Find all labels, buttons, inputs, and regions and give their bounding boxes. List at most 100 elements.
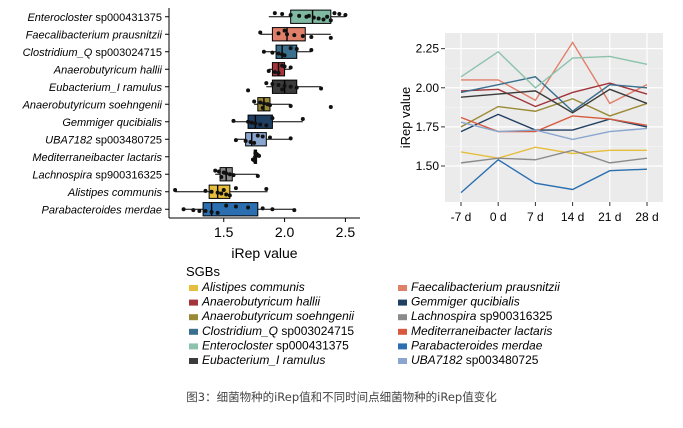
x-tick-label: 21 d (598, 210, 621, 224)
legend-swatch-2 (189, 299, 198, 306)
data-point (266, 69, 271, 74)
data-point (321, 17, 326, 22)
legend-label-1: Faecalibacterium prausnitzii (411, 280, 560, 294)
data-point (215, 190, 220, 195)
y-axis-label: iRep value (398, 87, 413, 148)
data-point (328, 35, 333, 40)
data-point (255, 133, 260, 138)
data-point (209, 209, 214, 214)
data-point (246, 205, 251, 210)
series-line-10 (460, 88, 648, 114)
data-point (264, 123, 269, 128)
y-tick-label: UBA7182 sp003480725 (45, 134, 162, 146)
data-point (267, 103, 272, 108)
data-point (319, 86, 324, 91)
series-line-7 (460, 115, 648, 133)
data-point (233, 186, 238, 191)
legend-swatch-7 (398, 328, 407, 335)
data-point (264, 187, 269, 192)
data-point (316, 16, 321, 21)
x-tick-label: 28 d (635, 210, 658, 224)
data-point (288, 65, 293, 70)
x-axis-label: iRep value (231, 245, 297, 261)
legend-label-4: Anaerobutyricum soehngenii (201, 309, 354, 323)
data-point (280, 87, 285, 92)
legend-label-9: Parabacteroides merdae (411, 338, 543, 352)
data-point (276, 31, 281, 36)
data-point (288, 84, 293, 89)
data-point (282, 83, 287, 88)
y-tick-label: Lachnospira sp900316325 (32, 169, 162, 181)
data-point (288, 104, 293, 109)
data-point (246, 119, 251, 124)
data-point (309, 34, 314, 39)
data-point (215, 210, 220, 215)
data-point (253, 154, 258, 159)
series-line-1 (461, 41, 648, 105)
legend-swatch-4 (189, 314, 198, 321)
legend-label-6: Clostridium_Q sp003024715 (202, 324, 354, 338)
data-point (294, 47, 299, 52)
data-point (209, 189, 214, 194)
x-tick-label: 7 d (527, 210, 544, 224)
data-point (233, 204, 238, 209)
data-point (216, 169, 221, 174)
data-point (227, 193, 232, 198)
data-point (258, 122, 263, 127)
y-tick-label: 1.75 (416, 120, 440, 134)
data-point (224, 203, 229, 208)
x-tick-label: 0 d (490, 210, 507, 224)
legend-label-3: Gemmiger qucibialis (411, 295, 520, 309)
data-point (337, 12, 342, 17)
legend-swatch-5 (398, 314, 407, 321)
data-point (311, 15, 316, 20)
data-point (294, 85, 299, 90)
legend-swatch-3 (398, 299, 407, 306)
data-point (297, 13, 302, 18)
data-point (203, 209, 208, 214)
y-tick-label: Parabacteroides merdae (42, 204, 162, 216)
data-point (288, 46, 293, 51)
data-point (264, 81, 269, 86)
data-point (221, 187, 226, 192)
data-point (300, 117, 305, 122)
legend-swatch-6 (189, 328, 198, 335)
series-line-0 (460, 146, 647, 159)
data-point (270, 207, 275, 212)
data-point (224, 192, 229, 197)
data-point (252, 140, 257, 145)
data-point (272, 69, 277, 74)
data-point (181, 207, 186, 212)
legend-title: SGBs (186, 264, 220, 279)
data-point (258, 30, 263, 35)
x-tick-label: 2.0 (275, 224, 295, 240)
data-point (197, 209, 202, 214)
data-point (260, 134, 265, 139)
data-point (173, 187, 178, 192)
x-tick-label: -7 d (451, 210, 472, 224)
data-point (285, 32, 290, 37)
y-tick-label: Enterocloster sp000431375 (27, 12, 162, 24)
data-point (292, 208, 297, 213)
data-point (332, 11, 337, 16)
data-point (288, 136, 293, 141)
data-point (282, 28, 287, 33)
data-point (219, 191, 224, 196)
y-tick-label: Anaerobutyricum hallii (53, 64, 163, 76)
x-tick-label: 2.5 (336, 224, 356, 240)
data-point (248, 139, 253, 144)
data-point (272, 11, 277, 16)
data-point (328, 18, 333, 23)
data-point (270, 116, 275, 121)
data-point (231, 173, 236, 178)
data-point (213, 168, 218, 173)
data-point (270, 50, 275, 55)
data-point (246, 88, 251, 93)
data-point (280, 12, 285, 17)
y-tick-label: 2.00 (416, 81, 440, 95)
series-line-6 (460, 76, 648, 113)
line-chart: 1.50 1.75 2.00 2.25 -7 d 0 d 7 d 14 d 21 d 28 d iR… (398, 33, 663, 224)
legend-label-11: UBA7182 sp003480725 (411, 353, 539, 367)
